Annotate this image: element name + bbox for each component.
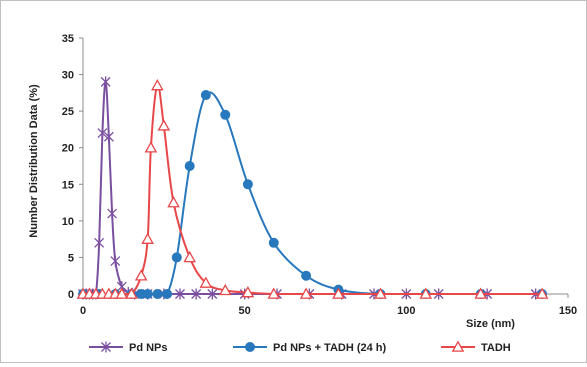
x-tick-label: 100 bbox=[397, 305, 415, 317]
data-point bbox=[144, 141, 158, 153]
data-point bbox=[152, 289, 163, 299]
y-tick-label: 0 bbox=[68, 289, 74, 301]
data-point bbox=[535, 287, 549, 299]
legend-marker bbox=[101, 341, 111, 353]
data-point bbox=[242, 179, 253, 190]
y-tick-label: 25 bbox=[62, 106, 74, 118]
legend-item: Pd NPs bbox=[89, 341, 168, 354]
y-tick-label: 10 bbox=[62, 216, 74, 228]
data-point bbox=[218, 283, 232, 296]
legend-marker bbox=[451, 340, 465, 352]
data-point bbox=[171, 252, 182, 263]
series-3 bbox=[76, 79, 549, 299]
x-tick-label: 0 bbox=[80, 305, 86, 317]
legend-item: TADH bbox=[441, 340, 511, 354]
data-point bbox=[100, 76, 111, 88]
data-point bbox=[142, 289, 153, 299]
data-point bbox=[241, 285, 255, 298]
data-point bbox=[207, 288, 218, 300]
data-point bbox=[97, 127, 108, 139]
data-point bbox=[107, 208, 118, 220]
x-tick-label: 150 bbox=[559, 305, 577, 317]
series-layer bbox=[76, 76, 549, 300]
legend-label: Pd NPs bbox=[129, 342, 168, 354]
y-tick-label: 35 bbox=[62, 33, 74, 45]
data-point bbox=[125, 287, 138, 299]
data-point bbox=[110, 255, 121, 267]
legend-marker bbox=[245, 342, 255, 352]
legend-item: Pd NPs + TADH (24 h) bbox=[233, 342, 387, 354]
data-point bbox=[419, 287, 433, 299]
data-point bbox=[268, 237, 279, 248]
data-point bbox=[299, 287, 313, 299]
data-point bbox=[157, 119, 171, 131]
data-point bbox=[175, 288, 185, 300]
y-tick-label: 15 bbox=[62, 179, 74, 191]
data-point bbox=[199, 276, 213, 288]
legend: Pd NPs Pd NPs + TADH (24 h) TADH bbox=[89, 340, 511, 354]
data-point bbox=[94, 237, 105, 249]
x-axis-title: Size (nm) bbox=[466, 318, 515, 330]
y-tick-label: 20 bbox=[62, 143, 74, 155]
data-point bbox=[151, 79, 164, 91]
legend-label: Pd NPs + TADH (24 h) bbox=[273, 342, 387, 354]
data-point bbox=[374, 287, 387, 299]
series-line bbox=[82, 84, 543, 296]
y-axis-title: Number Distribution Data (%) bbox=[28, 84, 40, 238]
data-point bbox=[162, 289, 173, 299]
data-point bbox=[200, 90, 211, 101]
data-point bbox=[267, 287, 281, 299]
data-point bbox=[332, 287, 345, 299]
x-tick-label: 50 bbox=[239, 305, 251, 317]
data-point bbox=[183, 250, 197, 263]
data-point bbox=[115, 287, 129, 299]
legend-label: TADH bbox=[481, 342, 511, 354]
data-point bbox=[141, 232, 154, 244]
data-point bbox=[301, 270, 312, 281]
y-tick-label: 5 bbox=[68, 252, 74, 264]
data-point bbox=[474, 287, 488, 299]
series-1 bbox=[78, 76, 541, 300]
y-tick-label: 30 bbox=[62, 70, 74, 82]
data-point bbox=[103, 131, 114, 143]
data-point bbox=[184, 161, 195, 171]
data-point bbox=[220, 109, 231, 120]
data-point bbox=[191, 288, 202, 300]
series-line bbox=[82, 80, 536, 296]
data-point bbox=[134, 269, 148, 281]
data-point bbox=[167, 196, 180, 208]
